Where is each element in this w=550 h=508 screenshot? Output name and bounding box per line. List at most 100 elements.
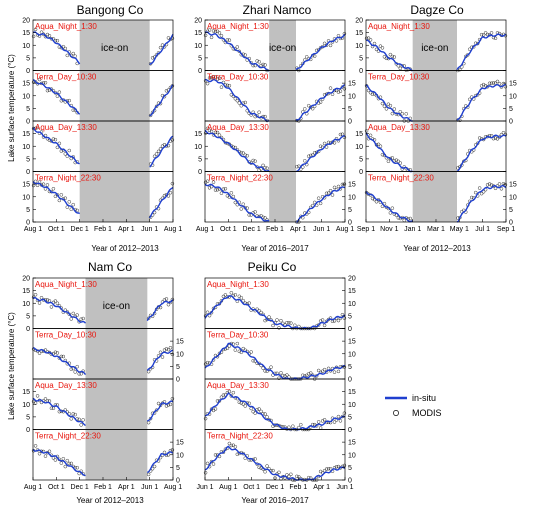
modis-point — [287, 425, 291, 430]
y-tick-label: 15 — [348, 339, 356, 346]
modis-point — [253, 159, 257, 163]
modis-point — [263, 216, 267, 220]
modis-point — [217, 31, 222, 35]
modis-point — [487, 182, 492, 186]
modis-point — [55, 94, 60, 98]
modis-point — [55, 301, 60, 306]
modis-point — [318, 144, 323, 149]
modis-point — [277, 470, 281, 475]
x-tick-label: Feb 1 — [94, 484, 112, 491]
modis-point — [404, 112, 408, 116]
modis-point — [291, 424, 295, 428]
modis-point — [316, 323, 321, 327]
modis-point — [168, 345, 173, 350]
modis-point — [243, 53, 247, 57]
modis-point — [306, 372, 311, 376]
modis-point — [332, 370, 337, 374]
modis-point — [322, 323, 327, 328]
modis-point — [247, 301, 251, 305]
modis-point — [299, 422, 303, 427]
modis-point — [380, 46, 385, 50]
y-tick-label: 5 — [359, 55, 363, 62]
modis-point — [33, 179, 38, 184]
modis-point — [35, 394, 40, 398]
y-tick-label: 5 — [198, 156, 202, 163]
chart-title: Bangong Co — [77, 3, 144, 17]
y-tick-label: 15 — [194, 131, 202, 138]
modis-point — [75, 364, 79, 369]
modis-point — [372, 41, 377, 46]
lake-chart: Dagze Co ice-on Aqua_Night_1:30 0 5 10 15 20 Ter… — [355, 3, 517, 253]
modis-point — [458, 67, 462, 72]
modis-point — [53, 137, 58, 142]
modis-point — [203, 470, 208, 475]
x-tick-label: Sep 1 — [497, 226, 515, 233]
modis-point — [398, 161, 403, 165]
modis-point — [479, 191, 484, 196]
modis-point — [330, 193, 335, 197]
modis-point — [287, 320, 291, 325]
modis-point — [67, 148, 72, 153]
panel: Aqua_Night_1:30 0 5 10 15 20 — [22, 276, 175, 333]
modis-point — [79, 317, 83, 321]
insitu-line — [32, 297, 86, 324]
y-tick-label: 15 — [348, 182, 356, 189]
y-tick-label: 10 — [22, 402, 30, 409]
x-tick-label: Nov 1 — [380, 226, 398, 233]
y-tick-label: 5 — [348, 313, 352, 320]
modis-point — [158, 45, 163, 50]
modis-point — [287, 474, 291, 478]
modis-point — [340, 464, 345, 469]
x-tick-label: Apr 1 — [118, 484, 135, 491]
y-tick-label: 20 — [194, 18, 202, 25]
panel-label: Aqua_Night_1:30 — [207, 22, 269, 31]
modis-point — [51, 137, 56, 141]
modis-point — [156, 149, 161, 154]
modis-point — [257, 407, 261, 411]
y-tick-label: 0 — [176, 478, 180, 485]
modis-point — [275, 318, 279, 322]
y-tick-label: 0 — [26, 326, 30, 333]
modis-point — [43, 454, 48, 458]
modis-point — [458, 118, 462, 123]
modis-point — [164, 297, 169, 301]
modis-point — [170, 181, 175, 186]
modis-point — [154, 104, 159, 109]
modis-point — [263, 469, 267, 474]
modis-point — [71, 51, 75, 56]
modis-point — [485, 32, 490, 37]
modis-point — [253, 457, 257, 461]
modis-point — [316, 420, 321, 424]
insitu-line — [204, 78, 270, 122]
y-tick-label: 5 — [348, 106, 352, 113]
modis-point — [73, 412, 77, 417]
ice-on-label: ice-on — [101, 43, 128, 54]
modis-point — [205, 81, 210, 86]
modis-point — [205, 360, 210, 365]
modis-point — [477, 136, 482, 140]
modis-point — [489, 183, 494, 187]
modis-point — [227, 441, 232, 446]
y-tick-label: 5 — [26, 313, 30, 320]
modis-point — [281, 373, 285, 378]
panel-label: Terra_Night_22:30 — [35, 174, 101, 183]
modis-point — [324, 319, 329, 324]
modis-point — [221, 450, 226, 454]
y-tick-label: 10 — [22, 194, 30, 201]
x-tick-label: Jan 1 — [404, 226, 421, 233]
modis-point — [326, 466, 331, 471]
modis-point — [166, 347, 171, 352]
y-tick-label: 15 — [22, 81, 30, 88]
legend-modis-swatch — [393, 410, 399, 416]
y-tick-label: 0 — [176, 377, 180, 384]
y-tick-label: 5 — [509, 106, 513, 113]
modis-point — [374, 199, 379, 204]
insitu-line — [295, 135, 346, 173]
modis-point — [289, 321, 293, 325]
modis-point — [146, 472, 151, 477]
modis-point — [148, 113, 153, 118]
modis-point — [382, 55, 387, 59]
modis-point — [217, 76, 222, 81]
y-tick-label: 15 — [176, 339, 184, 346]
insitu-line — [204, 183, 270, 222]
